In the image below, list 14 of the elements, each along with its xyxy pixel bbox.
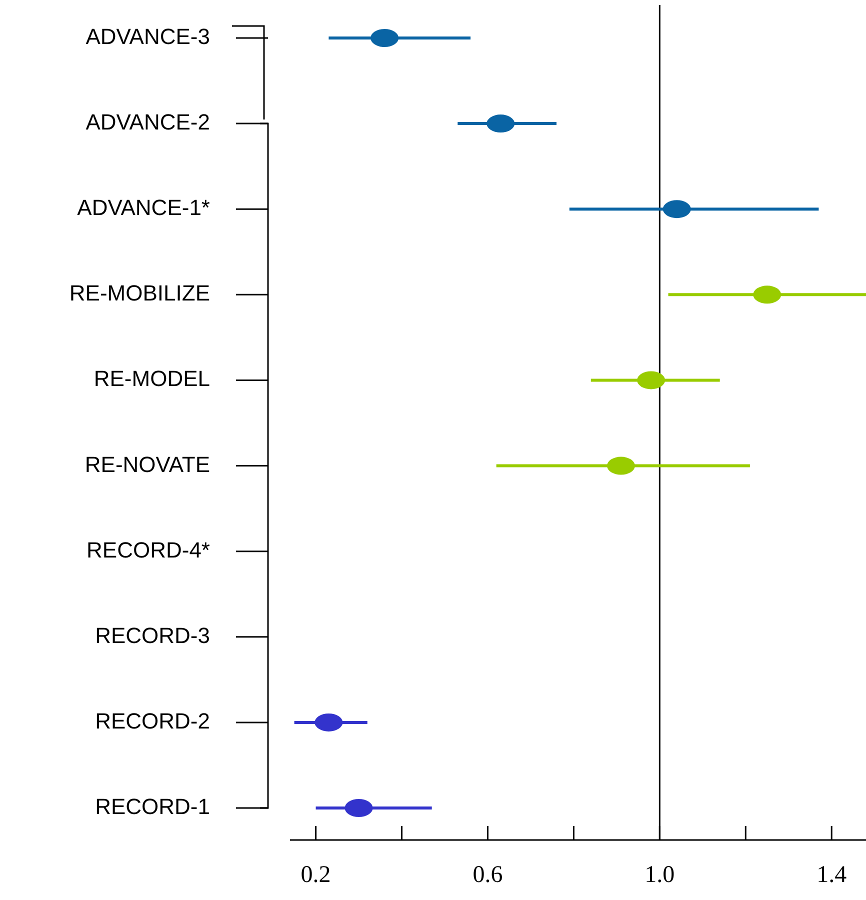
y-tick-label: RECORD-1	[95, 794, 210, 819]
y-tick-label: RE-NOVATE	[84, 452, 210, 477]
y-tick-label: RECORD-4*	[86, 537, 210, 562]
x-tick-label: 0.6	[472, 862, 503, 888]
x-tick-label: 1.0	[644, 862, 675, 888]
x-tick-label: 0.2	[300, 862, 331, 888]
y-tick-label: RE-MODEL	[94, 366, 210, 392]
y-tick-label: RE-MOBILIZE	[69, 280, 210, 306]
y-tick-label: RECORD-3	[95, 622, 210, 648]
y-tick-label: ADVANCE-2	[86, 110, 210, 135]
x-tick-label: 1.4	[816, 862, 847, 888]
y-tick-label: RECORD-2	[95, 708, 210, 734]
y-tick-label: ADVANCE-3	[86, 24, 210, 49]
y-tick-label: ADVANCE-1*	[77, 195, 210, 220]
